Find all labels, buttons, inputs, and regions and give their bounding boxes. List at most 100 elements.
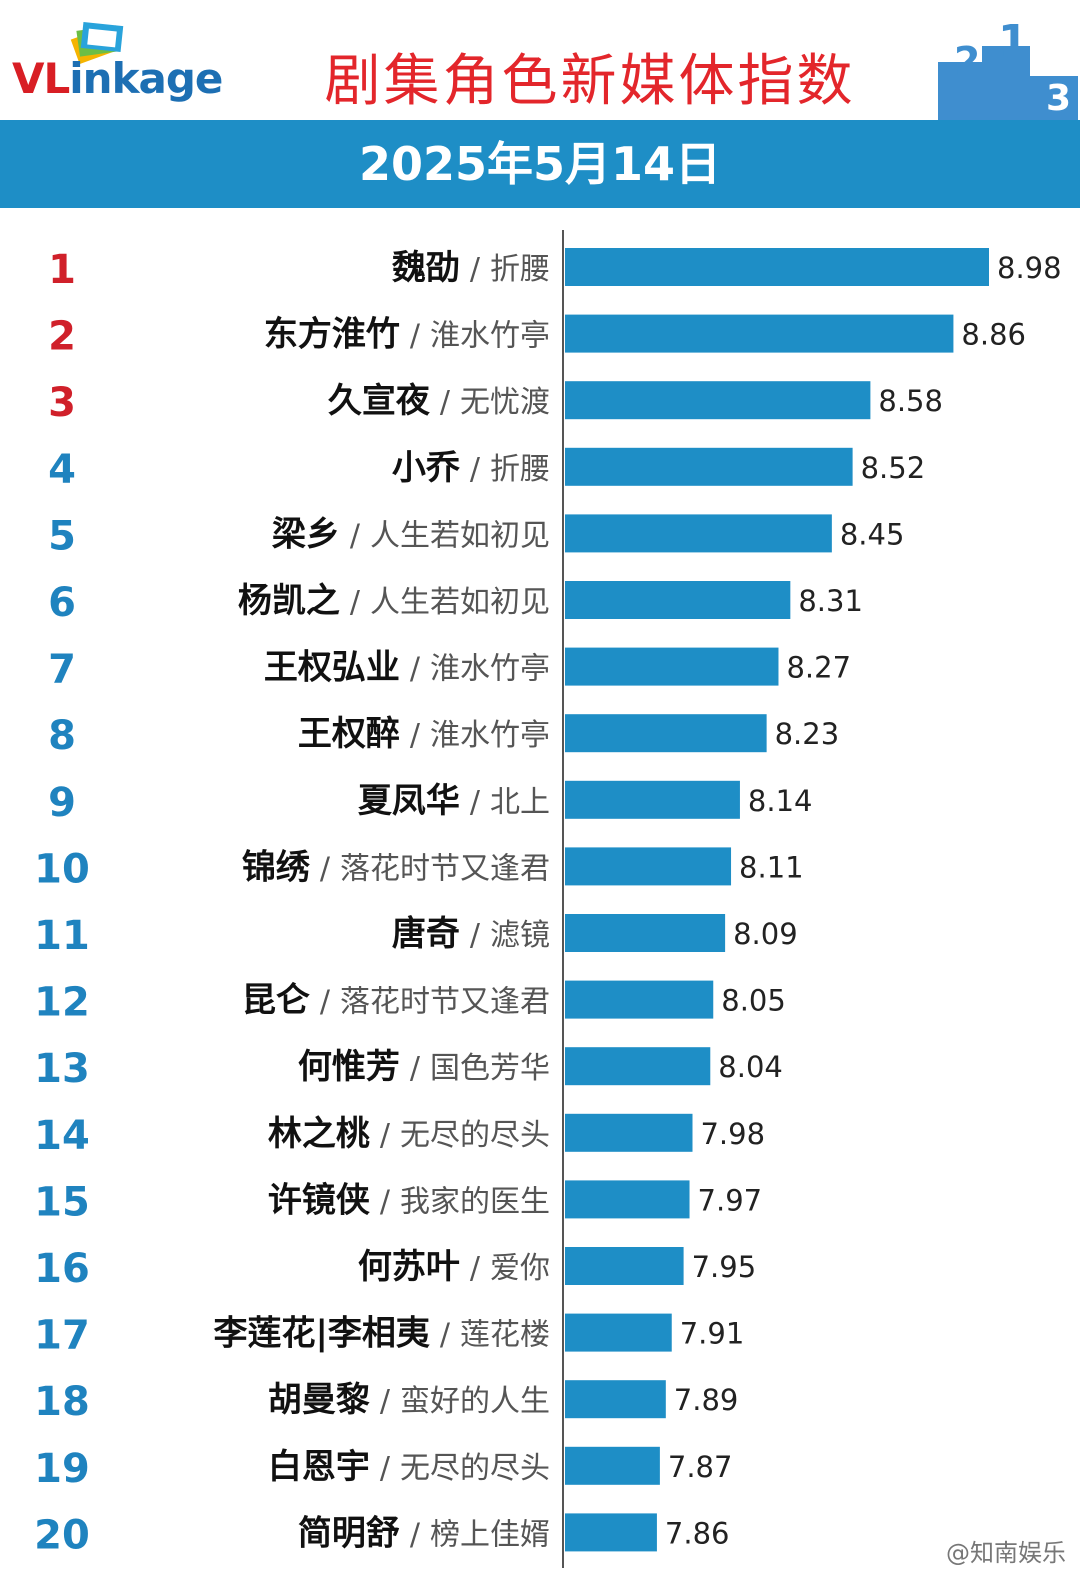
label-separator: / — [380, 1184, 391, 1219]
bar — [565, 447, 853, 486]
value-label: 8.45 — [840, 517, 905, 551]
character-name: 王权弘业 — [264, 648, 400, 688]
category-label: 梁乡 / 人生若如初见 — [272, 514, 550, 554]
drama-title: 莲花楼 — [460, 1318, 550, 1353]
watermark: @知南娱乐 — [946, 1539, 1066, 1567]
category-label: 许镜侠 / 我家的医生 — [268, 1180, 550, 1220]
label-separator: / — [410, 319, 421, 354]
drama-title: 无尽的尽头 — [400, 1118, 550, 1153]
drama-title: 人生若如初见 — [370, 585, 550, 620]
bar — [565, 780, 740, 819]
rank-number: 4 — [48, 447, 76, 493]
label-separator: / — [350, 518, 361, 553]
bar — [565, 647, 779, 686]
character-name: 林之桃 — [268, 1114, 370, 1154]
rank-number: 5 — [48, 513, 76, 559]
category-label: 林之桃 / 无尽的尽头 — [268, 1114, 550, 1154]
label-separator: / — [410, 1051, 421, 1086]
label-separator: / — [410, 1517, 421, 1552]
rank-number: 20 — [34, 1512, 90, 1558]
category-label: 简明舒 / 榜上佳婿 — [298, 1513, 550, 1553]
category-label: 王权醉 / 淮水竹亭 — [298, 714, 550, 754]
value-label: 8.31 — [798, 584, 863, 618]
rank-number: 16 — [34, 1246, 90, 1292]
bar — [565, 1047, 711, 1086]
drama-title: 人生若如初见 — [370, 518, 550, 553]
value-label: 8.23 — [775, 717, 840, 751]
drama-title: 落花时节又逢君 — [340, 985, 550, 1020]
character-name: 小乔 — [392, 448, 461, 488]
character-name: 杨凯之 — [238, 581, 340, 621]
category-label: 昆仑 / 落花时节又逢君 — [242, 981, 550, 1021]
category-label: 何苏叶 / 爱你 — [358, 1247, 550, 1287]
bar — [565, 914, 726, 952]
rank-number: 8 — [48, 713, 76, 759]
rank-number: 11 — [34, 913, 90, 959]
rank-number: 14 — [34, 1113, 90, 1159]
value-label: 7.87 — [668, 1450, 733, 1484]
drama-title: 蛮好的人生 — [400, 1384, 550, 1419]
character-name: 何苏叶 — [358, 1247, 460, 1287]
label-separator: / — [410, 718, 421, 753]
category-label: 魏劭 / 折腰 — [392, 248, 550, 288]
podium-number-3: 3 — [1046, 78, 1071, 119]
label-separator: / — [380, 1118, 391, 1153]
value-label: 8.05 — [721, 984, 786, 1018]
rank-number: 7 — [48, 647, 76, 693]
bar — [565, 248, 989, 286]
category-label: 锦绣 / 落花时节又逢君 — [242, 847, 550, 887]
label-separator: / — [470, 785, 481, 820]
rank-number: 17 — [34, 1313, 90, 1359]
category-label: 何惟芳 / 国色芳华 — [298, 1047, 550, 1087]
drama-title: 折腰 — [490, 252, 550, 287]
bar — [565, 980, 714, 1019]
date-banner: 2025年5月14日 — [0, 120, 1080, 208]
value-label: 8.14 — [748, 784, 813, 818]
drama-title: 淮水竹亭 — [430, 652, 550, 687]
bar — [565, 581, 791, 619]
header: VLinkage 剧集角色新媒体指数 2 1 3 — [0, 0, 1080, 120]
bar — [565, 314, 954, 353]
label-separator: / — [320, 851, 331, 886]
rank-number: 19 — [34, 1446, 90, 1492]
value-label: 8.86 — [961, 318, 1026, 352]
category-label: 王权弘业 / 淮水竹亭 — [264, 648, 550, 688]
vlinkage-logo: VLinkage — [10, 14, 250, 104]
bar — [565, 1113, 693, 1152]
podium-icon: 2 1 3 — [938, 16, 1078, 120]
rank-number: 3 — [48, 380, 76, 426]
logo-text-red: VL — [12, 54, 70, 103]
bar — [565, 1513, 657, 1552]
category-label: 胡曼黎 / 蛮好的人生 — [268, 1380, 550, 1420]
category-label: 小乔 / 折腰 — [392, 448, 550, 488]
category-label: 白恩宇 / 无尽的尽头 — [268, 1447, 550, 1487]
character-name: 王权醉 — [298, 714, 400, 754]
rank-number: 12 — [34, 980, 90, 1026]
character-name: 锦绣 — [242, 847, 311, 887]
drama-title: 淮水竹亭 — [430, 319, 550, 354]
label-separator: / — [410, 652, 421, 687]
drama-title: 无忧渡 — [460, 385, 550, 420]
character-name: 唐奇 — [392, 914, 460, 954]
category-label: 杨凯之 / 人生若如初见 — [238, 581, 550, 621]
label-separator: / — [350, 585, 361, 620]
value-label: 8.11 — [739, 850, 804, 884]
bar — [565, 847, 732, 886]
character-name: 许镜侠 — [268, 1180, 371, 1220]
logo-text-blue: inkage — [69, 54, 223, 103]
bar — [565, 1380, 666, 1419]
value-label: 7.86 — [665, 1516, 730, 1550]
value-label: 7.89 — [674, 1383, 739, 1417]
drama-title: 滤镜 — [490, 918, 550, 953]
value-label: 8.04 — [718, 1050, 783, 1084]
value-label: 8.27 — [786, 651, 851, 685]
bar — [565, 1446, 660, 1485]
logo-cards-icon — [70, 21, 124, 64]
drama-title: 国色芳华 — [430, 1051, 550, 1086]
character-name: 白恩宇 — [268, 1447, 370, 1487]
podium-number-2: 2 — [954, 39, 980, 83]
character-name: 何惟芳 — [298, 1047, 400, 1087]
page-title: 剧集角色新媒体指数 — [324, 49, 856, 114]
rank-number: 2 — [48, 314, 76, 360]
drama-title: 淮水竹亭 — [430, 718, 550, 753]
